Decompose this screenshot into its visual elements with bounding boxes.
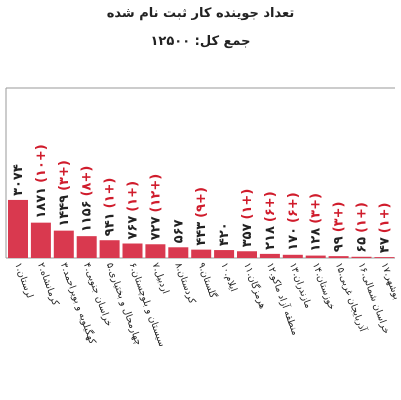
value-label: ۱۸۷۱ (۱۰+) [34,144,49,218]
change-label: (۱+) [126,181,141,212]
value-number: ۴۲۰ [217,222,232,246]
bar [122,243,143,258]
value-number: ۴۷ [377,237,392,253]
value-number: ۷۶۷ [126,216,141,240]
change-label: (۳+) [332,202,347,233]
bar [99,240,120,258]
change-label: (۹+) [194,187,209,218]
change-label: (۳+) [57,160,72,191]
value-label: ۱۴۴۹ (۳+) [57,160,72,226]
bar [145,244,166,258]
bar [351,256,372,258]
value-label: ۴۲۰ [217,222,232,246]
category-label: ۱۱.هرمزگان [241,261,269,310]
chart-title: تعداد جوینده کار ثبت نام شده [106,6,295,21]
value-number: ۳۵۷ [240,223,255,247]
bar [282,254,303,258]
category-label: ۱۰.ایلام [218,261,239,293]
bar [305,255,326,258]
value-number: ۲۱۸ [263,226,278,250]
value-number: ۱۴۴۹ [57,195,72,227]
bar [237,251,257,258]
change-label: (۱+) [377,203,392,234]
category-label: ۲.کرمانشاه [35,261,61,307]
bar [8,199,28,258]
change-label: (۶+) [286,192,301,223]
category-label: ۱۷.بوشهر [379,261,401,301]
category-label: ۸.کردستان [172,261,197,305]
bar [328,256,349,258]
change-label: (۶+) [263,191,278,222]
category-label: ۱۴.خوزستان [310,261,337,311]
value-number: ۳۰۷۴ [11,164,26,196]
change-label: (۱۰+) [34,144,49,183]
bar [30,222,51,258]
bar [214,250,235,258]
value-number: ۹۹ [332,236,347,252]
value-label: ۹۹ (۳+) [332,202,347,253]
category-label: ۱۳.مازندران [287,261,314,310]
category-label: ۱.لرستان [12,261,35,300]
category-label: ۷.اردبیل [150,261,171,295]
value-label: ۱۱۵۶ (۸+) [80,166,95,232]
value-number: ۵۶۷ [171,219,186,243]
value-number: ۱۲۸ [309,228,324,252]
change-label: (۱+) [103,178,118,209]
value-label: ۷۶۷ (۱+) [126,181,141,240]
change-label: (۱۲+) [148,174,163,213]
value-number: ۷۲۷ [148,216,163,240]
value-label: ۲۱۸ (۶+) [263,191,278,250]
change-label: (۸+) [80,166,95,197]
change-label: (۳+) [309,193,324,224]
value-label: ۴۷ (۱+) [377,203,392,254]
value-number: ۹۴۱ [103,212,118,236]
bar [191,249,212,258]
bar [53,230,74,258]
bar [259,253,280,258]
value-number: ۶۵ [355,237,370,253]
change-label: (۱+) [240,189,255,220]
value-label: ۳۵۷ (۱+) [240,189,255,248]
value-number: ۱۱۵۶ [80,200,95,232]
value-label: ۱۷۰ (۶+) [286,192,301,251]
value-label: ۹۴۱ (۱+) [103,178,118,237]
value-number: ۴۴۳ [194,222,209,246]
change-label: (۱+) [355,202,370,233]
value-label: ۴۴۳ (۹+) [194,187,209,246]
value-number: ۱۷۰ [286,227,301,251]
bar [374,257,395,258]
category-label: ۹.گلستان [195,261,219,300]
chart-total: جمع کل: ۱۲۵۰۰ [150,34,251,49]
value-label: ۷۲۷ (۱۲+) [148,174,163,240]
value-label: ۱۲۸ (۳+) [309,193,324,252]
value-label: ۵۶۷ [171,219,186,243]
value-label: ۳۰۷۴ [11,164,26,196]
value-label: ۶۵ (۱+) [355,202,370,253]
value-number: ۱۸۷۱ [34,187,49,219]
bar [76,236,97,258]
bar [168,247,189,258]
